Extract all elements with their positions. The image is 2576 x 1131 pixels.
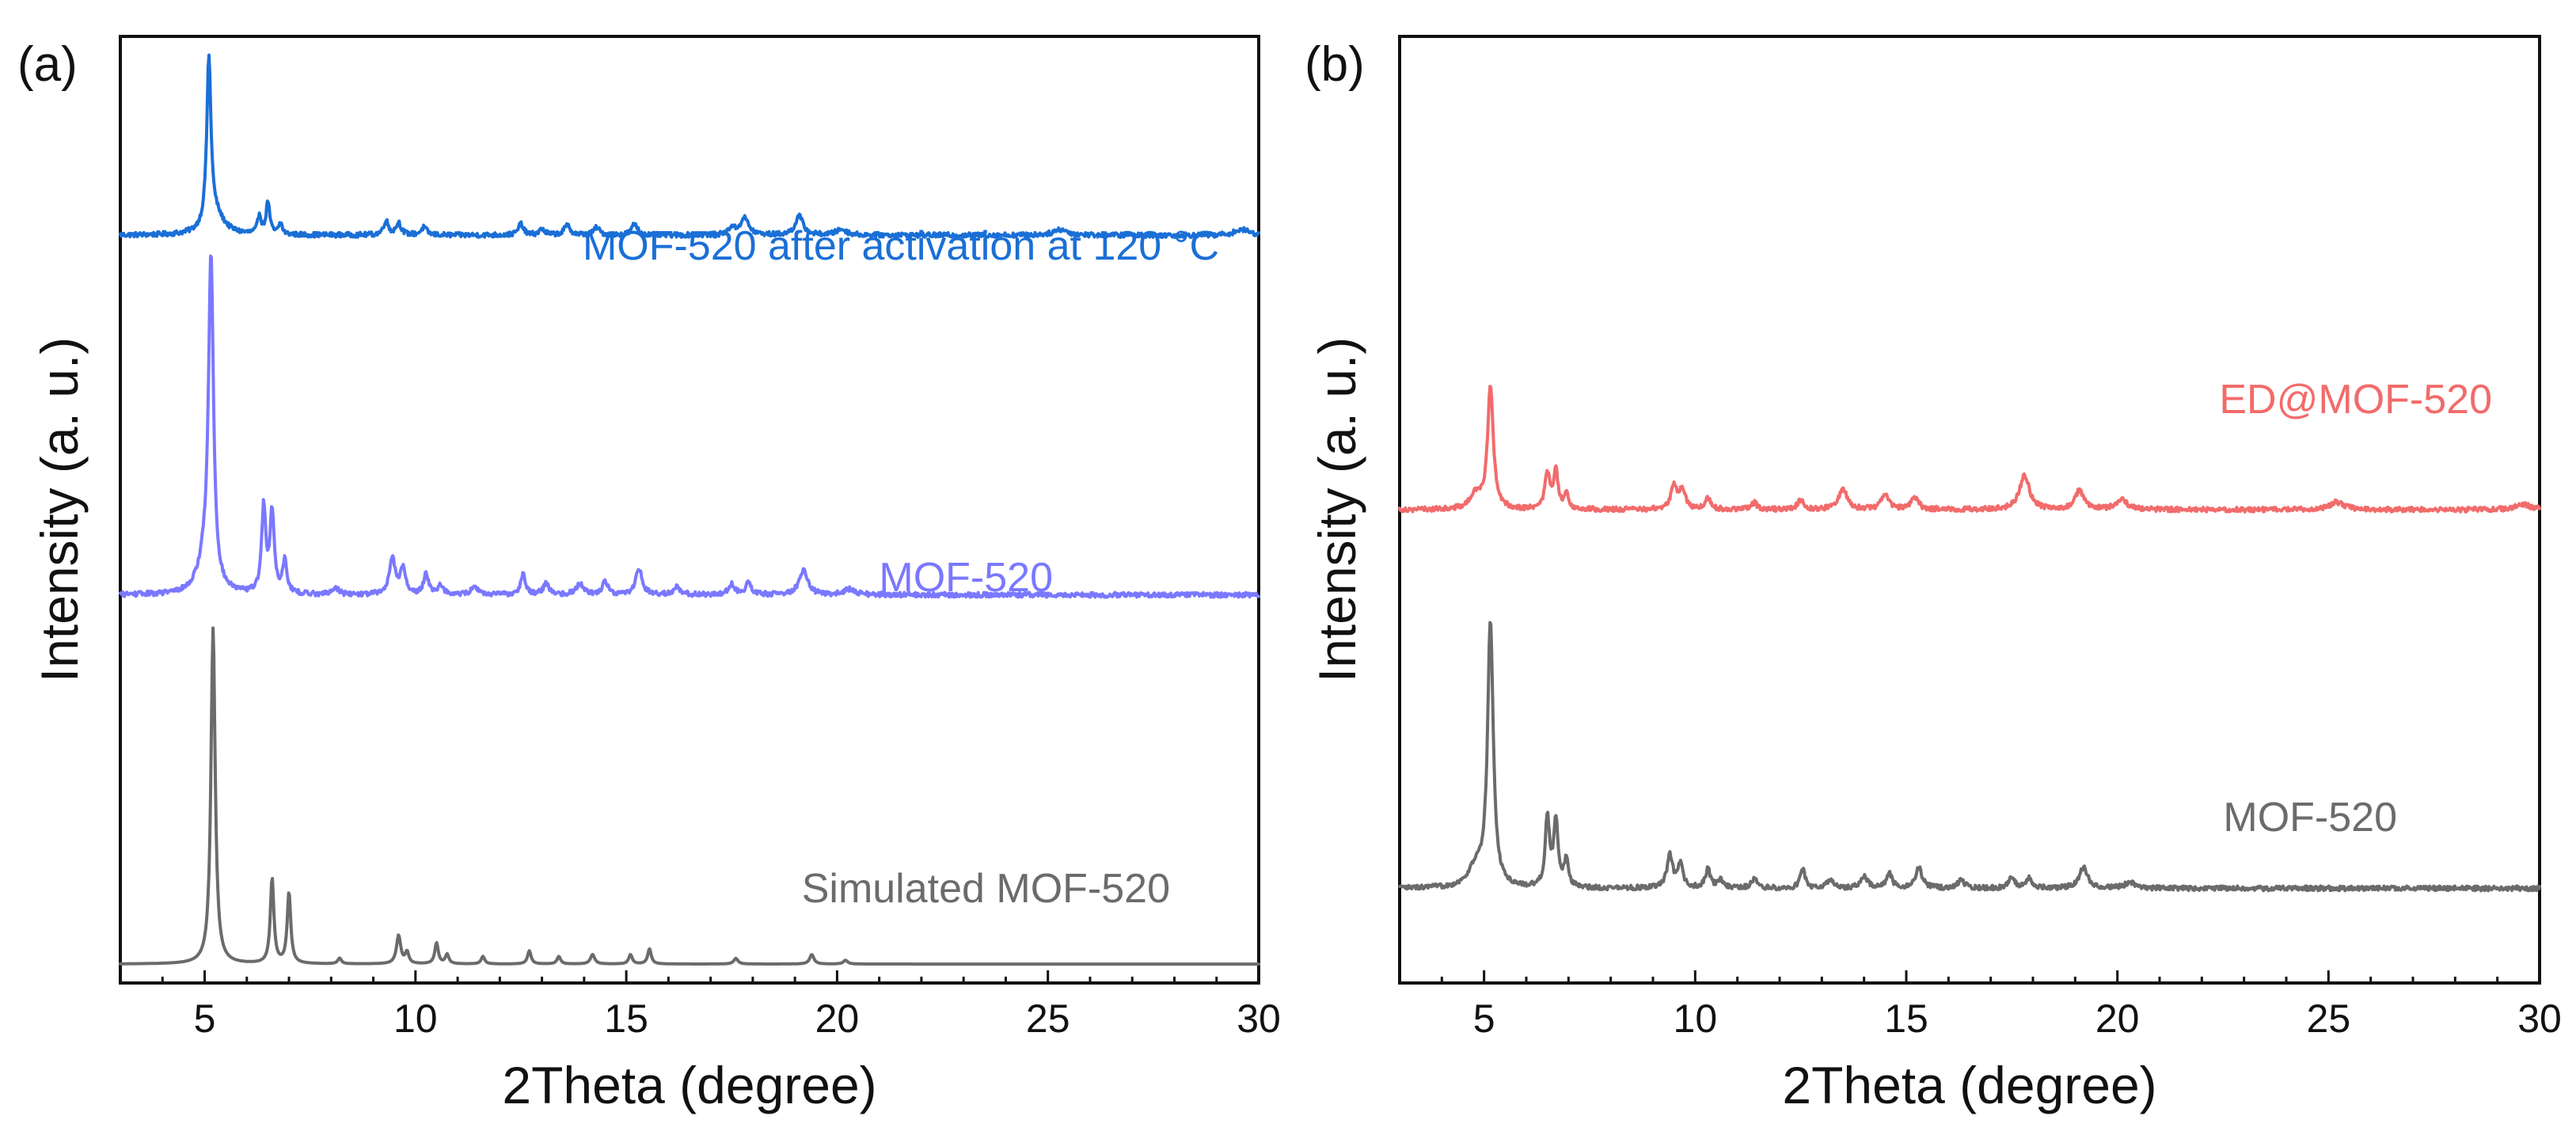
panel-a-x-tick-label-5: 5: [194, 996, 216, 1041]
panel-b-x-tick-label-25: 25: [2307, 996, 2351, 1041]
panel-a-x-tick-label-30: 30: [1237, 996, 1281, 1041]
panel-b-x-tick-label-15: 15: [1884, 996, 1928, 1041]
panel-b-x-axis-title: 2Theta (degree): [1782, 1056, 2156, 1114]
panel-a-trace-simulated-mof-520: [119, 626, 1260, 966]
panel-b-x-tick-label-30: 30: [2517, 996, 2562, 1041]
panel-a-y-axis-title: Intensity (a. u.): [30, 337, 89, 683]
panel-b-y-axis-title: Intensity (a. u.): [1308, 337, 1366, 683]
panel-b-trace-ed-mof-520: [1398, 385, 2541, 514]
label-ed-mof520: ED@MOF-520: [2219, 377, 2492, 423]
panel-a-plot-frame: [119, 35, 1260, 985]
panel-b-x-tick-label-5: 5: [1473, 996, 1495, 1041]
panel-a-trace-mof-520: [119, 254, 1260, 599]
panel-a-x-axis-title: 2Theta (degree): [502, 1056, 876, 1114]
label-simulated-mof520: Simulated MOF-520: [802, 866, 1170, 912]
panel-b-x-tick-label-10: 10: [1674, 996, 1718, 1041]
panel-a-x-tick-label-10: 10: [393, 996, 438, 1041]
label-b-mof520: MOF-520: [2223, 795, 2397, 841]
panel-b-trace-mof-520: [1398, 621, 2541, 893]
panel-a-x-tick-label-25: 25: [1026, 996, 1070, 1041]
panel-a-trace-mof-520-after-activation-at-120-c: [119, 53, 1260, 239]
label-mof520: MOF-520: [879, 555, 1053, 601]
panel-a-x-tick-label-15: 15: [604, 996, 648, 1041]
panel-b-x-ticks: 5 10 15 20 25 30: [1398, 970, 2562, 1041]
panel-a-x-ticks: 5 10 15 20 25 30: [119, 970, 1281, 1041]
panel-b-x-tick-label-20: 20: [2095, 996, 2140, 1041]
label-mof520-activated: MOF-520 after activation at 120 °C: [583, 223, 1219, 269]
panel-a-letter: (a): [17, 37, 78, 92]
panel-b-traces: [1398, 385, 2541, 893]
panel-a-x-tick-label-20: 20: [815, 996, 860, 1041]
panel-a-traces: [119, 53, 1260, 966]
panel-b: (b) 5 10 15 20 25 30 2Theta (degree) Intensit…: [1305, 35, 2562, 1114]
panel-a: (a) 5 10 15 20 25 30 2Theta (degree) Intensit…: [17, 35, 1281, 1114]
panel-b-letter: (b): [1305, 37, 1365, 92]
